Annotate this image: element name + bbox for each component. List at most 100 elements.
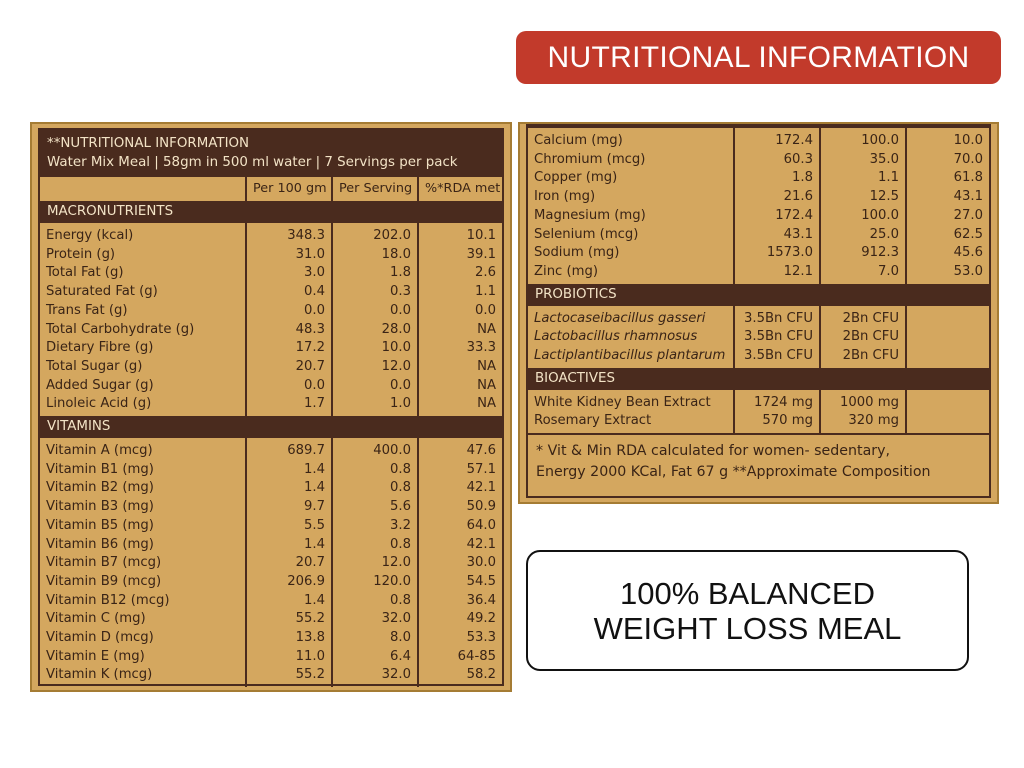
nutrient-value: 35.0 (820, 150, 907, 170)
nutrient-name: Lactocaseibacillus gasseri (528, 305, 735, 329)
nutrient-value: 31.0 (246, 245, 333, 265)
callout-line-2: WEIGHT LOSS MEAL (593, 610, 902, 646)
table-row: Vitamin B3 (mg) 9.7 5.6 50.9 (40, 498, 502, 517)
section-title: MINERALS (528, 124, 989, 128)
nutrition-table-left-frame: **NUTRITIONAL INFORMATION Water Mix Meal… (38, 128, 504, 688)
table-row: Lactobacillus rhamnosus 3.5Bn CFU 2Bn CFU (528, 328, 989, 348)
nutrient-value: 58.2 (466, 667, 496, 683)
nutrient-value: 53.3 (466, 630, 496, 646)
section-vitamins: VITAMINS (40, 416, 502, 439)
nutrient-value: 39.1 (466, 246, 496, 262)
nutrient-name: Copper (mg) (528, 169, 735, 189)
table-row: Vitamin A (mcg) 689.7 400.0 47.6 (40, 438, 502, 461)
nutrient-name: Vitamin D (mcg) (40, 629, 247, 648)
nutrient-value: 100.0 (820, 206, 907, 226)
nutrition-subtitle: Water Mix Meal | 58gm in 500 ml water | … (47, 155, 458, 170)
column-header-row: Per 100 gm Per Serving %*RDA met (40, 175, 502, 201)
nutrient-name: Vitamin B3 (mg) (40, 498, 247, 517)
nutrient-value: 172.4 (734, 128, 821, 151)
nutrient-value: 10.0 (332, 339, 419, 358)
nutrient-value: 32.0 (332, 666, 419, 688)
section-title: MACRONUTRIENTS (40, 201, 502, 223)
nutrient-value: 1.7 (246, 395, 333, 417)
nutrient-value: 0.0 (246, 376, 333, 396)
nutrition-title: **NUTRITIONAL INFORMATION (47, 136, 250, 151)
table-row: White Kidney Bean Extract 1724 mg 1000 mg (528, 389, 989, 413)
nutrient-name: Vitamin B2 (mg) (40, 479, 247, 499)
nutrient-value: 30.0 (466, 555, 496, 571)
nutrient-value: 1.4 (246, 479, 333, 499)
nutrient-value: 100.0 (820, 128, 907, 151)
table-row: Vitamin B2 (mg) 1.4 0.8 42.1 (40, 479, 502, 499)
nutrient-name: Total Carbohydrate (g) (40, 320, 247, 340)
table-row: Iron (mg) 21.6 12.5 43.1 (528, 188, 989, 207)
table-row: Dietary Fibre (g) 17.2 10.0 33.3 (40, 339, 502, 358)
section-bioactives: BIOACTIVES (528, 367, 989, 390)
table-row: Vitamin B1 (mg) 1.4 0.8 57.1 (40, 460, 502, 480)
table-row: Linoleic Acid (g) 1.7 1.0 NA (40, 395, 502, 417)
nutrition-table-left: **NUTRITIONAL INFORMATION Water Mix Meal… (30, 122, 512, 692)
nutrient-value: 0.0 (475, 302, 496, 318)
nutrient-value: 12.0 (332, 357, 419, 377)
nutrient-value: 1.4 (246, 535, 333, 555)
table-row: Vitamin B6 (mg) 1.4 0.8 42.1 (40, 535, 502, 555)
table-row: Vitamin K (mcg) 55.2 32.0 58.2 (40, 666, 502, 688)
nutrient-value: 57.1 (466, 461, 496, 477)
nutrient-value: 12.1 (734, 262, 821, 284)
table-row: Selenium (mcg) 43.1 25.0 62.5 (528, 225, 989, 245)
nutrient-value: 2Bn CFU (820, 328, 907, 348)
nutrient-value: 32.0 (332, 610, 419, 630)
nutrient-value: 2Bn CFU (820, 305, 907, 329)
nutrient-value: 48.3 (246, 320, 333, 340)
nutrient-name: White Kidney Bean Extract (528, 389, 735, 413)
nutrient-value: 0.4 (246, 283, 333, 302)
nutrient-name: Linoleic Acid (g) (40, 395, 247, 417)
nutrient-value: 0.8 (332, 591, 419, 611)
nutrient-value: 1.1 (475, 284, 496, 300)
nutrient-name: Vitamin C (mg) (40, 610, 247, 630)
nutrient-value: 55.2 (246, 610, 333, 630)
nutrient-name: Saturated Fat (g) (40, 283, 247, 302)
nutrient-value: 12.0 (332, 554, 419, 573)
nutrient-value: 7.0 (820, 262, 907, 284)
nutrient-value: 60.3 (734, 150, 821, 170)
nutrient-value: 0.8 (332, 535, 419, 555)
nutrient-value: 5.6 (332, 498, 419, 517)
table-row: Vitamin D (mcg) 13.8 8.0 53.3 (40, 629, 502, 648)
nutrient-value: 689.7 (246, 438, 333, 461)
nutrient-value: 1.4 (246, 460, 333, 480)
nutrient-value: 570 mg (734, 412, 821, 434)
table-row: Saturated Fat (g) 0.4 0.3 1.1 (40, 283, 502, 302)
nutrient-value: 3.0 (246, 264, 333, 284)
nutrient-value: 2.6 (475, 265, 496, 281)
nutrient-value: 64-85 (457, 648, 496, 664)
table-row: Magnesium (mg) 172.4 100.0 27.0 (528, 206, 989, 226)
nutrient-value: 45.6 (953, 245, 983, 261)
nutrient-name: Rosemary Extract (528, 412, 735, 434)
nutrient-value: 206.9 (246, 572, 333, 592)
nutrition-left-table: Per 100 gm Per Serving %*RDA met MACRONUTRI… (40, 175, 502, 688)
nutrient-value: 70.0 (953, 151, 983, 167)
table-row: Rosemary Extract 570 mg 320 mg (528, 412, 989, 434)
table-row: Vitamin B5 (mg) 5.5 3.2 64.0 (40, 516, 502, 536)
nutrient-value: 1724 mg (734, 389, 821, 413)
nutrient-value: 0.0 (332, 301, 419, 321)
nutrient-name: Magnesium (mg) (528, 206, 735, 226)
nutrient-value: 42.1 (466, 536, 496, 552)
table-row: Energy (kcal) 348.3 202.0 10.1 (40, 223, 502, 246)
table-row: Sodium (mg) 1573.0 912.3 45.6 (528, 244, 989, 263)
nutrient-value: 49.2 (466, 611, 496, 627)
nutrient-value: 120.0 (332, 572, 419, 592)
section-title: PROBIOTICS (528, 283, 989, 306)
nutrient-value: 50.9 (466, 499, 496, 515)
column-header-blank (40, 175, 247, 201)
nutrient-value: 43.1 (953, 189, 983, 205)
nutrition-header: **NUTRITIONAL INFORMATION Water Mix Meal… (40, 130, 502, 175)
table-row: Total Carbohydrate (g) 48.3 28.0 NA (40, 320, 502, 340)
nutrient-name: Iron (mg) (528, 188, 735, 207)
section-title: BIOACTIVES (528, 367, 989, 390)
nutrient-value: 17.2 (246, 339, 333, 358)
nutrient-value: 20.7 (246, 357, 333, 377)
nutrient-value: 172.4 (734, 206, 821, 226)
nutrient-name: Added Sugar (g) (40, 376, 247, 396)
